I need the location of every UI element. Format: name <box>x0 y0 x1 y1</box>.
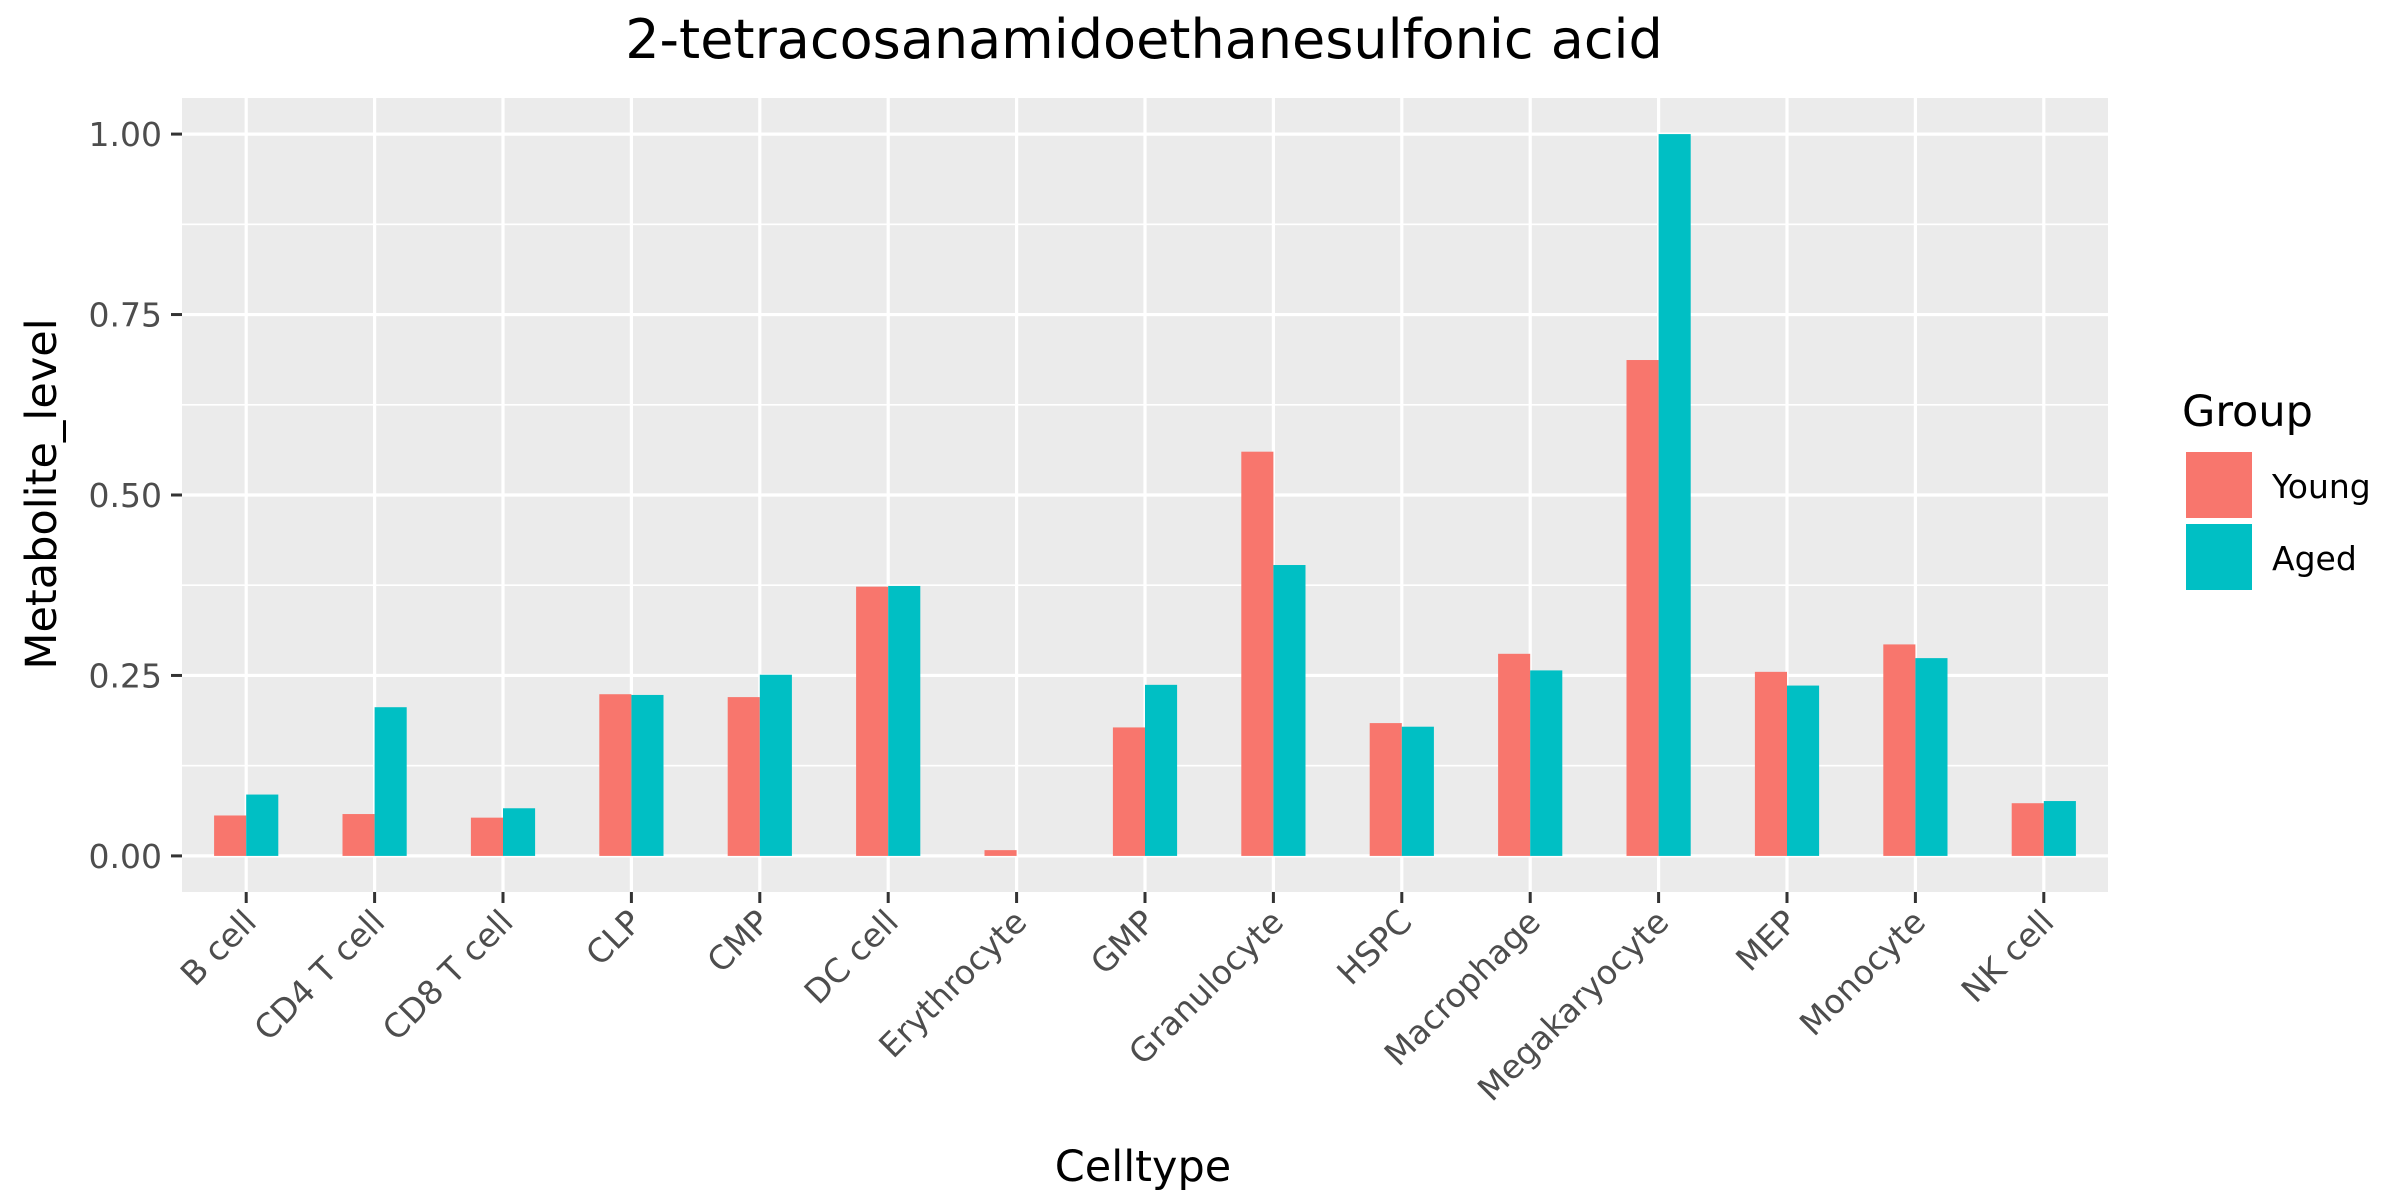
x-axis-title: Celltype <box>1055 1142 1231 1192</box>
bars <box>214 134 2076 856</box>
bar-young <box>984 850 1017 856</box>
legend-label-young: Young <box>2271 467 2371 506</box>
bar-young <box>856 586 889 856</box>
bar-young <box>1369 723 1402 856</box>
legend-title: Group <box>2182 387 2313 437</box>
bar-young <box>214 815 247 856</box>
legend-label-aged: Aged <box>2272 539 2357 578</box>
y-tick-label: 0.25 <box>89 656 162 695</box>
bar-young <box>2011 803 2044 856</box>
y-tick-label: 0.00 <box>89 837 162 876</box>
bar-aged <box>2043 801 2076 856</box>
bar-young <box>599 694 632 856</box>
bar-aged <box>1145 684 1178 856</box>
bar-young <box>1241 451 1274 856</box>
y-tick-label: 0.50 <box>89 476 162 515</box>
bar-aged <box>1401 726 1434 856</box>
bar-young <box>727 697 760 856</box>
bar-aged <box>1787 685 1820 856</box>
bar-aged <box>246 794 279 856</box>
bar-young <box>1112 727 1145 856</box>
bar-aged <box>1915 658 1948 856</box>
bar-aged <box>503 808 536 856</box>
bar-young <box>1498 653 1531 856</box>
bar-aged <box>888 585 921 856</box>
legend-key-young <box>2186 452 2252 518</box>
bar-young <box>1883 644 1916 856</box>
bar-young <box>342 814 375 856</box>
bar-aged <box>1658 134 1691 856</box>
legend-key-aged <box>2186 524 2252 590</box>
y-tick-label: 0.75 <box>89 296 162 335</box>
bar-aged <box>631 694 664 856</box>
bar-aged <box>759 674 792 856</box>
bar-young <box>1626 360 1659 856</box>
bar-young <box>1754 671 1787 856</box>
y-tick-label: 1.00 <box>89 115 162 154</box>
y-axis-title: Metabolite_level <box>17 318 67 669</box>
bar-aged <box>1530 670 1563 856</box>
bar-young <box>470 817 503 856</box>
bar-aged <box>1273 565 1306 856</box>
chart-title: 2-tetracosanamidoethanesulfonic acid <box>625 8 1663 71</box>
bar-aged <box>374 707 407 856</box>
legend: Group Young Aged <box>2182 387 2371 590</box>
